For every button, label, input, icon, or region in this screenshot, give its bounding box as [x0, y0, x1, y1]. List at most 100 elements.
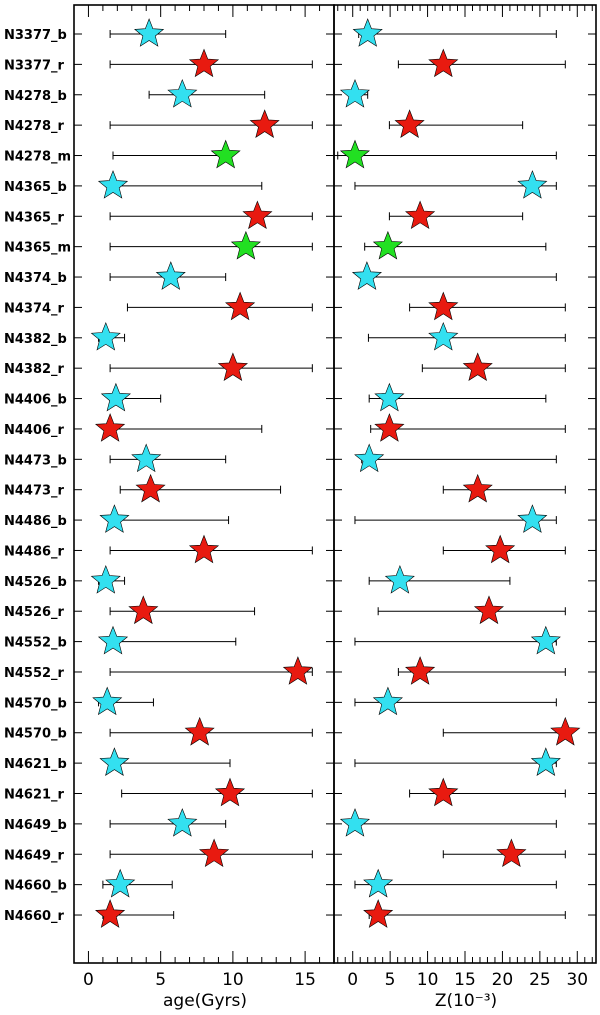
star-marker-red	[405, 200, 436, 230]
x-tick-label: 25	[529, 970, 551, 990]
row-label: N4374_r	[4, 301, 65, 316]
row-label: N4382_r	[4, 362, 65, 377]
x-tick-label: 30	[566, 970, 588, 990]
star-marker-cyan	[131, 443, 162, 473]
star-marker-cyan	[351, 261, 382, 290]
star-marker-cyan	[339, 808, 370, 837]
star-marker-red	[184, 716, 215, 746]
row-label: N4473_r	[4, 484, 65, 499]
x-tick-label: 10	[417, 970, 439, 990]
row-label: N4406_r	[4, 423, 65, 438]
star-marker-green	[372, 230, 403, 260]
star-marker-cyan	[530, 625, 561, 655]
row-label: N4278_b	[4, 89, 67, 104]
galaxy-labels: N3377_b N3377_r N4278_b N4278_r N4278_m N4365…	[4, 28, 71, 924]
star-marker-cyan	[167, 808, 198, 837]
star-marker-red	[95, 899, 126, 928]
row-label: N4526_b	[4, 575, 67, 590]
row-label: N4649_b	[4, 818, 67, 833]
star-marker-red	[135, 473, 166, 503]
row-label: N4278_r	[4, 119, 65, 134]
star-marker-cyan	[155, 261, 186, 290]
star-marker-cyan	[105, 868, 136, 898]
metallicity-panel: 0 5 10 15 20 25 30	[326, 4, 597, 990]
row-label: N4473_b	[4, 453, 67, 468]
row-label: N3377_r	[4, 58, 65, 73]
star-marker-red	[363, 899, 394, 928]
star-marker-red	[249, 109, 280, 138]
row-label: N4278_m	[4, 150, 71, 165]
row-label: N4365_m	[4, 241, 71, 256]
star-marker-cyan	[363, 868, 394, 898]
row-label: N4570_b	[4, 727, 67, 742]
row-label: N4406_b	[4, 393, 67, 408]
star-marker-red	[428, 777, 459, 807]
age-panel: 0 5 10 15	[73, 4, 335, 990]
star-marker-red	[188, 534, 220, 564]
row-label: N4486_r	[4, 545, 65, 560]
star-marker-red	[374, 413, 405, 442]
row-label: N4526_r	[4, 605, 65, 620]
star-marker-red	[242, 200, 273, 230]
star-marker-cyan	[90, 564, 121, 594]
star-marker-red	[496, 838, 527, 868]
star-marker-red	[394, 109, 425, 138]
x-tick-label: 15	[294, 970, 316, 990]
star-marker-cyan	[99, 504, 130, 533]
row-label: N4552_b	[4, 636, 67, 651]
star-marker-cyan	[352, 18, 383, 47]
row-label: N4486_b	[4, 514, 67, 529]
star-marker-red	[225, 291, 256, 321]
star-marker-cyan	[90, 321, 121, 351]
x-tick-label: 0	[347, 970, 358, 990]
x-tick-label: 20	[492, 970, 514, 990]
row-label: N4621_b	[4, 757, 67, 772]
x-tick-label: 5	[385, 970, 396, 990]
age-axis-label: age(Gyrs)	[163, 991, 247, 1011]
star-marker-cyan	[384, 564, 415, 594]
star-marker-red	[282, 656, 313, 685]
x-tick-label: 10	[222, 970, 244, 990]
star-marker-cyan	[530, 747, 561, 776]
star-marker-red	[214, 777, 246, 807]
row-label: N3377_b	[4, 28, 67, 43]
star-marker-cyan	[372, 686, 403, 716]
star-marker-cyan	[517, 504, 548, 533]
row-label: N4621_r	[4, 788, 65, 803]
x-tick-label: 0	[83, 970, 94, 990]
x-tick-label: 15	[454, 970, 476, 990]
star-marker-green	[210, 139, 241, 169]
star-marker-cyan	[99, 747, 130, 776]
star-marker-cyan	[339, 78, 370, 108]
star-marker-red	[462, 473, 493, 503]
star-marker-cyan	[428, 321, 459, 351]
star-marker-red	[550, 716, 581, 746]
star-marker-green	[230, 230, 261, 260]
row-label: N4660_r	[4, 909, 65, 924]
star-marker-cyan	[97, 170, 129, 199]
metallicity-frame	[333, 4, 597, 964]
star-marker-red	[217, 352, 248, 381]
star-marker-red	[485, 534, 516, 564]
star-marker-cyan	[517, 170, 548, 199]
star-marker-red	[95, 413, 126, 442]
row-label: N4365_b	[4, 180, 67, 195]
star-marker-cyan	[100, 382, 131, 412]
star-marker-red	[188, 48, 220, 78]
age-frame	[73, 4, 335, 964]
x-tick-label: 5	[155, 970, 166, 990]
row-label: N4660_b	[4, 879, 67, 894]
row-label: N4374_b	[4, 271, 67, 286]
star-marker-green	[339, 139, 370, 169]
row-label: N4552_r	[4, 666, 65, 681]
star-marker-red	[473, 595, 504, 625]
star-marker-cyan	[92, 686, 123, 716]
row-label: N4649_r	[4, 848, 65, 863]
star-marker-red	[405, 656, 436, 685]
star-marker-cyan	[134, 18, 165, 47]
star-marker-red	[128, 595, 159, 625]
star-marker-red	[428, 291, 459, 321]
star-marker-red	[199, 838, 230, 868]
star-marker-cyan	[374, 382, 405, 412]
